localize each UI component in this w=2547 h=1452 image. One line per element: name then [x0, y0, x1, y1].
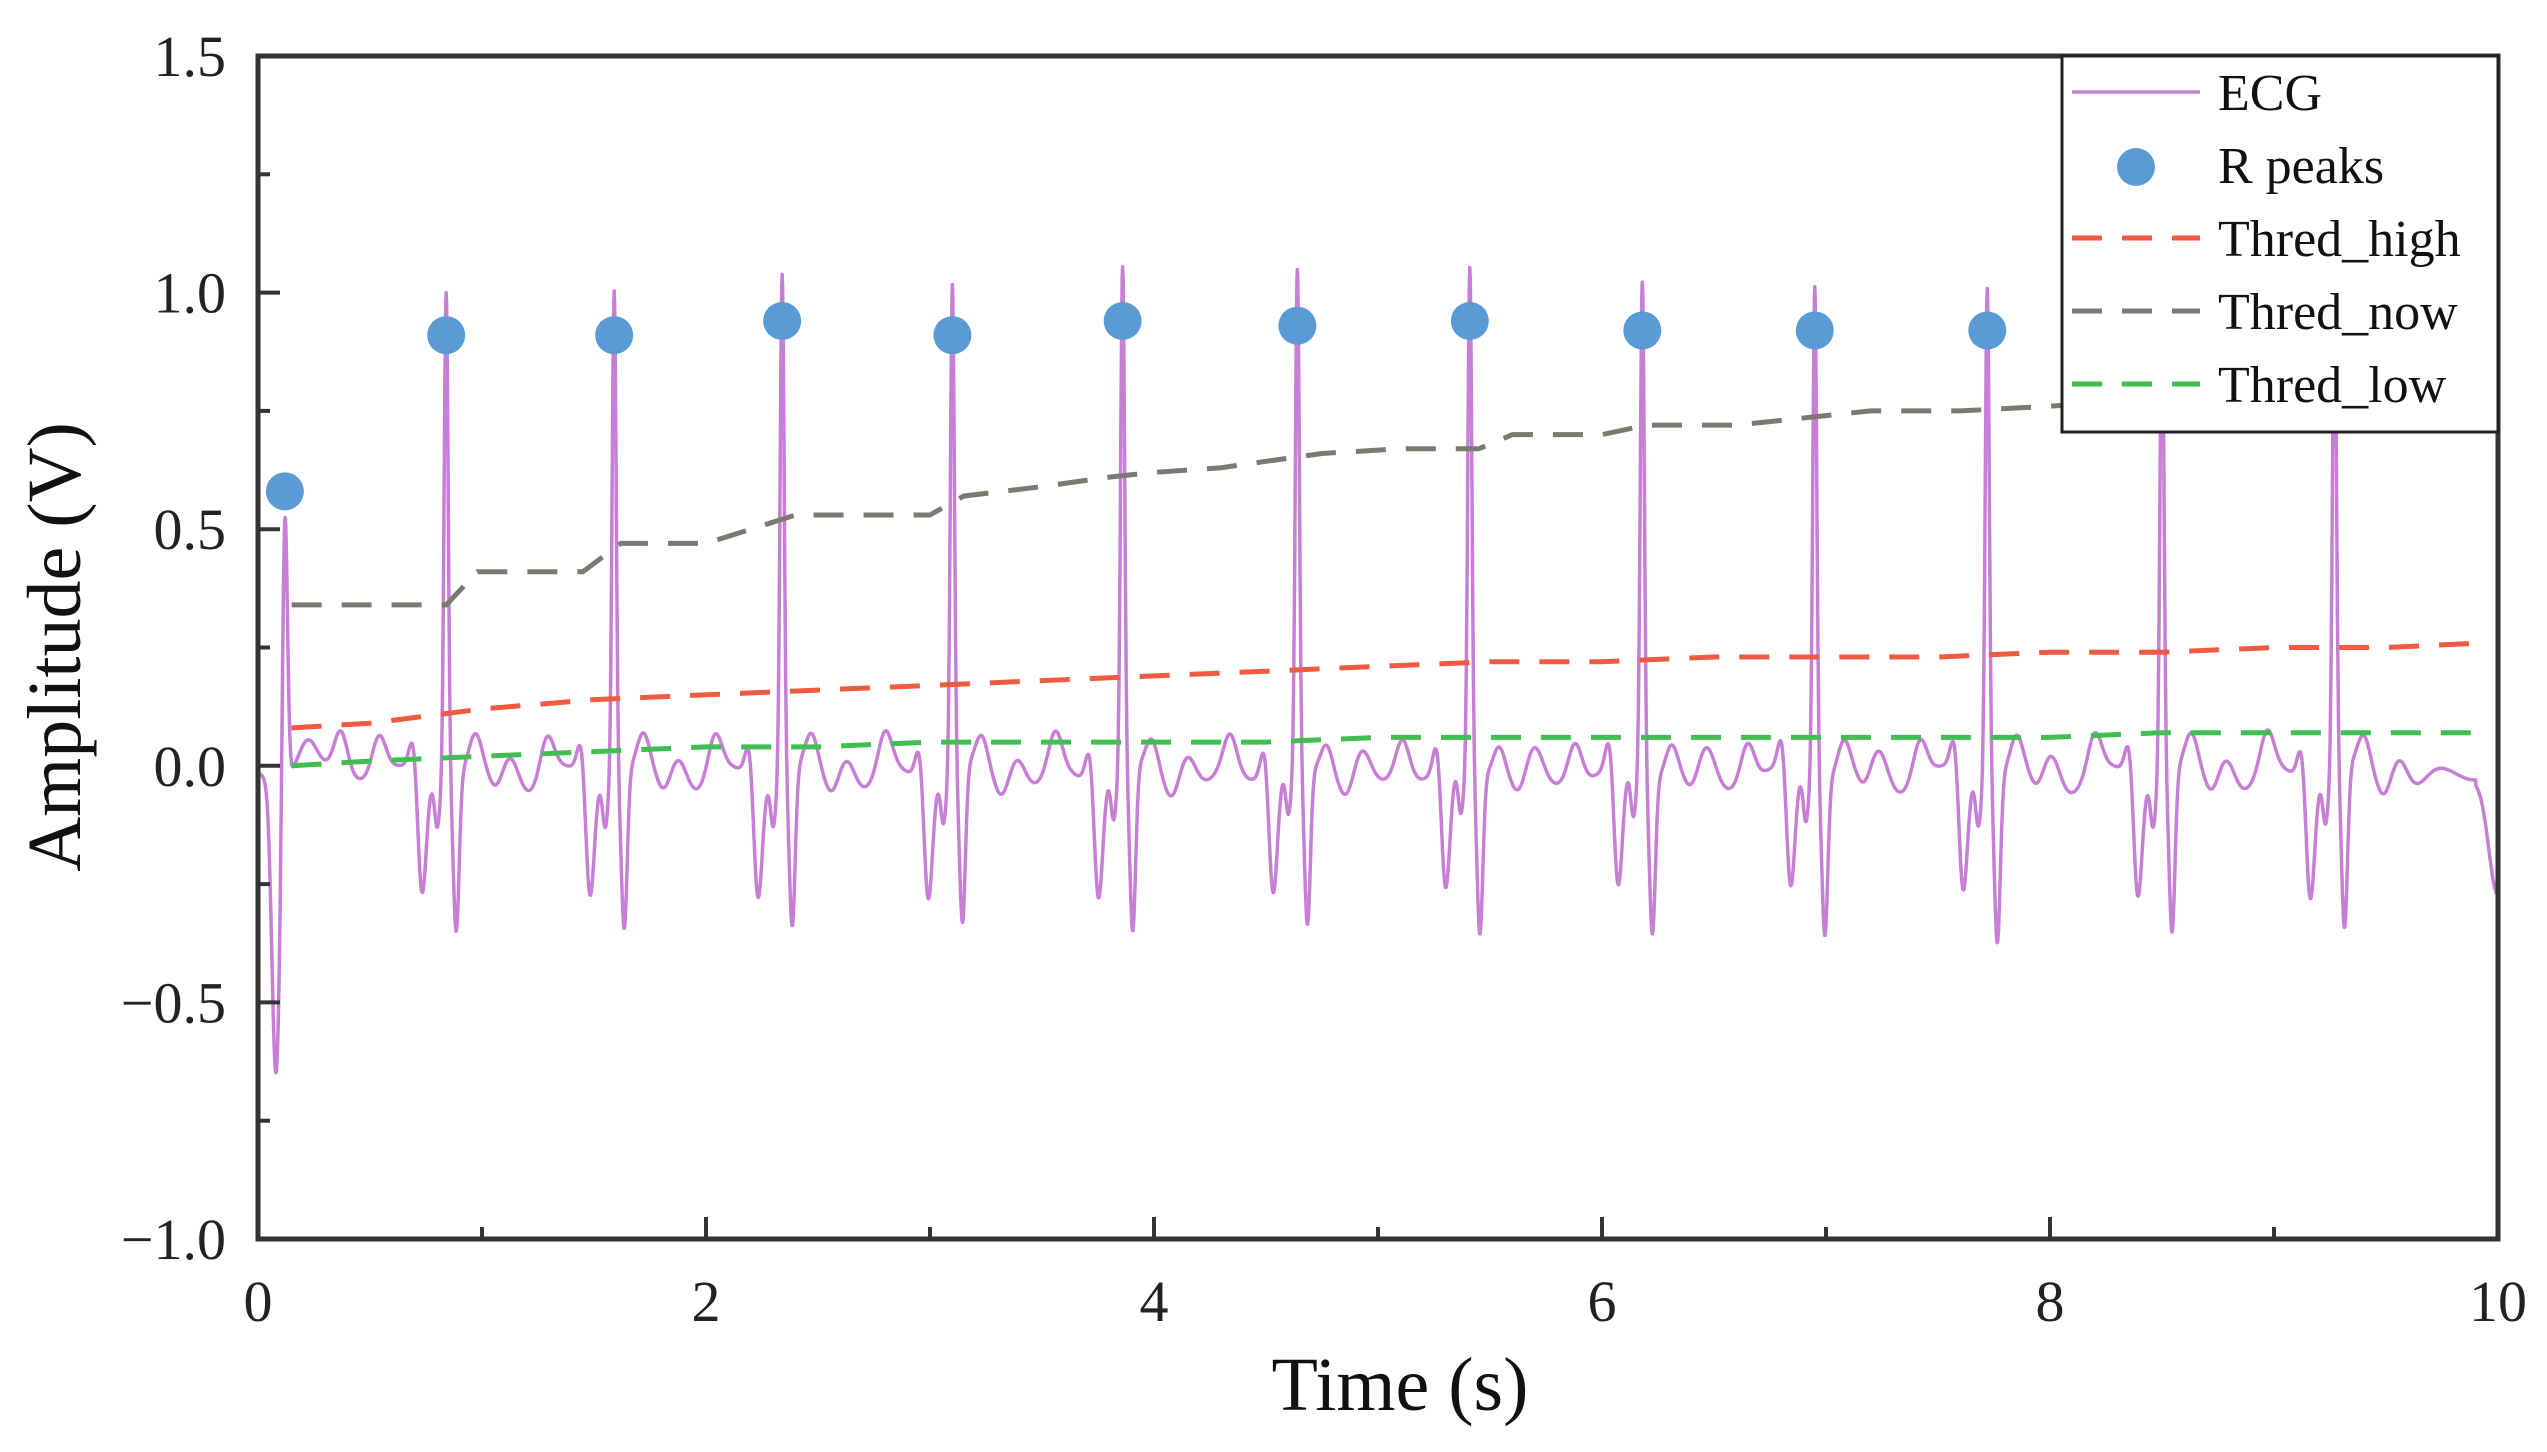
y-tick-label: 0.5	[154, 497, 227, 562]
r-peak-point	[427, 316, 466, 355]
x-axis-title: Time (s)	[1272, 1343, 1529, 1427]
r-peak-point	[763, 301, 802, 340]
legend-label: ECG	[2218, 65, 2322, 122]
y-axis-title: Amplitude (V)	[13, 422, 97, 872]
y-tick-label: 1.0	[154, 261, 227, 326]
ecg-line	[256, 265, 2500, 1075]
x-tick-label: 6	[1588, 1269, 1617, 1334]
legend: ECG R peaks Thred_high Thred_now Thred_low	[2060, 54, 2500, 434]
y-tick-label: 1.5	[154, 24, 227, 89]
legend-item-ecg: ECG	[2072, 65, 2322, 122]
legend-label: Thred_now	[2218, 284, 2458, 341]
r-peak-point	[1103, 301, 1142, 340]
r-peak-point	[1450, 301, 1489, 340]
legend-label: Thred_high	[2218, 211, 2461, 268]
legend-label: Thred_low	[2218, 357, 2447, 414]
y-tick-label: −1.0	[121, 1207, 226, 1272]
r-peak-point	[1278, 306, 1317, 345]
legend-swatch	[2117, 148, 2155, 186]
x-tick-label: 8	[2036, 1269, 2065, 1334]
series-layer	[256, 265, 2500, 1075]
x-tick-label: 10	[2469, 1269, 2527, 1334]
legend-item-thred-now: Thred_now	[2072, 284, 2458, 341]
legend-item-thred-high: Thred_high	[2072, 211, 2461, 268]
x-tick-label: 2	[692, 1269, 721, 1334]
legend-label: R peaks	[2218, 138, 2384, 195]
y-tick-label: −0.5	[121, 970, 226, 1035]
x-tick-label: 4	[1140, 1269, 1169, 1334]
r-peak-point	[1968, 311, 2007, 350]
r-peak-point	[595, 316, 634, 355]
y-tick-label: 0.0	[154, 734, 227, 799]
r-peak-point	[1623, 311, 1662, 350]
axis-ticks: 0 2 4 6 8 10 1.5 1.0 0.5 0.0 −0.5 −1.0	[121, 24, 2527, 1334]
r-peak-point	[265, 472, 304, 511]
r-peak-point	[933, 316, 972, 355]
r-peak-point	[1795, 311, 1834, 350]
legend-box	[2060, 54, 2500, 434]
x-tick-label: 0	[244, 1269, 273, 1334]
legend-item-r-peaks: R peaks	[2117, 138, 2384, 195]
legend-item-thred-low: Thred_low	[2072, 357, 2447, 414]
thred-now-line	[291, 398, 2118, 608]
